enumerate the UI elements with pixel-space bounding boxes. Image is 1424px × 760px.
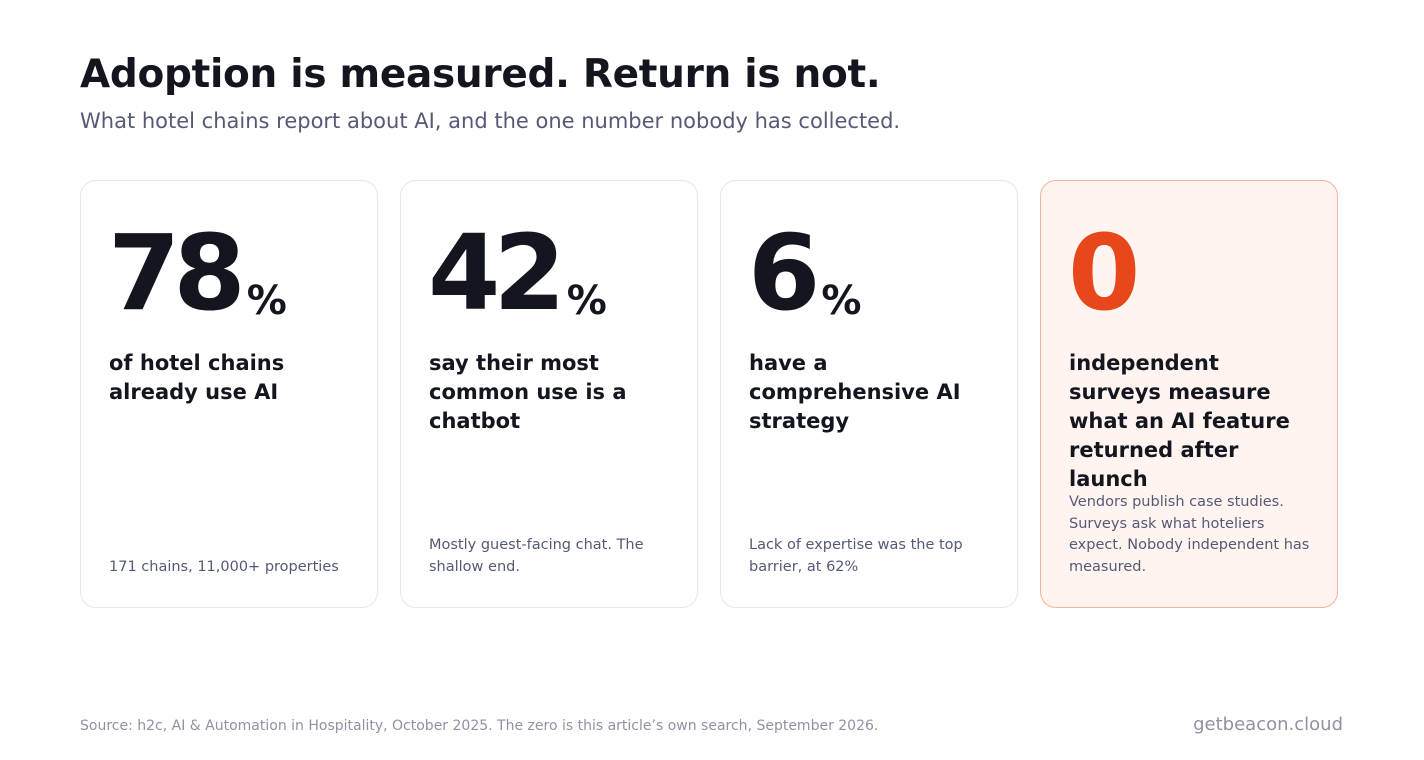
stat-figure: 0: [1068, 215, 1140, 325]
stat-label: say their most common use is a chatbot: [429, 351, 627, 433]
stat-card-return: 0 independent surveys measure what an AI…: [1040, 180, 1338, 608]
stat-figure: 78 %: [108, 215, 287, 325]
source-note: Source: h2c, AI & Automation in Hospital…: [80, 718, 879, 734]
stat-note: Mostly guest-facing chat. The shallow en…: [429, 537, 644, 575]
stat-cards: 78 % of hotel chains already use AI 171 …: [80, 180, 1338, 608]
page-subtitle: What hotel chains report about AI, and t…: [80, 109, 901, 133]
stat-card-strategy: 6 % have a comprehensive AI strategy Lac…: [720, 180, 1018, 608]
stat-number: 0: [1068, 212, 1141, 334]
stat-note: 171 chains, 11,000+ properties: [109, 558, 339, 575]
stat-number: 42: [428, 212, 566, 334]
brand-wordmark: getbeacon.cloud: [1193, 714, 1343, 735]
stat-label: independent surveys measure what an AI f…: [1069, 351, 1290, 491]
stat-label: have a comprehensive AI strategy: [749, 351, 961, 433]
stat-number: 78: [108, 212, 246, 334]
stat-card-adoption: 78 % of hotel chains already use AI 171 …: [80, 180, 378, 608]
stat-label: of hotel chains already use AI: [109, 351, 285, 404]
stat-unit: %: [821, 278, 862, 324]
stat-figure: 6 %: [748, 215, 861, 325]
stat-unit: %: [246, 278, 287, 324]
page-title: Adoption is measured. Return is not.: [80, 52, 881, 97]
stat-unit: %: [566, 278, 607, 324]
stat-figure: 42 %: [428, 215, 607, 325]
stat-card-chatbot: 42 % say their most common use is a chat…: [400, 180, 698, 608]
stat-note: Lack of expertise was the top barrier, a…: [749, 537, 963, 575]
stat-note: Vendors publish case studies. Surveys as…: [1069, 494, 1310, 575]
stat-number: 6: [748, 212, 820, 334]
